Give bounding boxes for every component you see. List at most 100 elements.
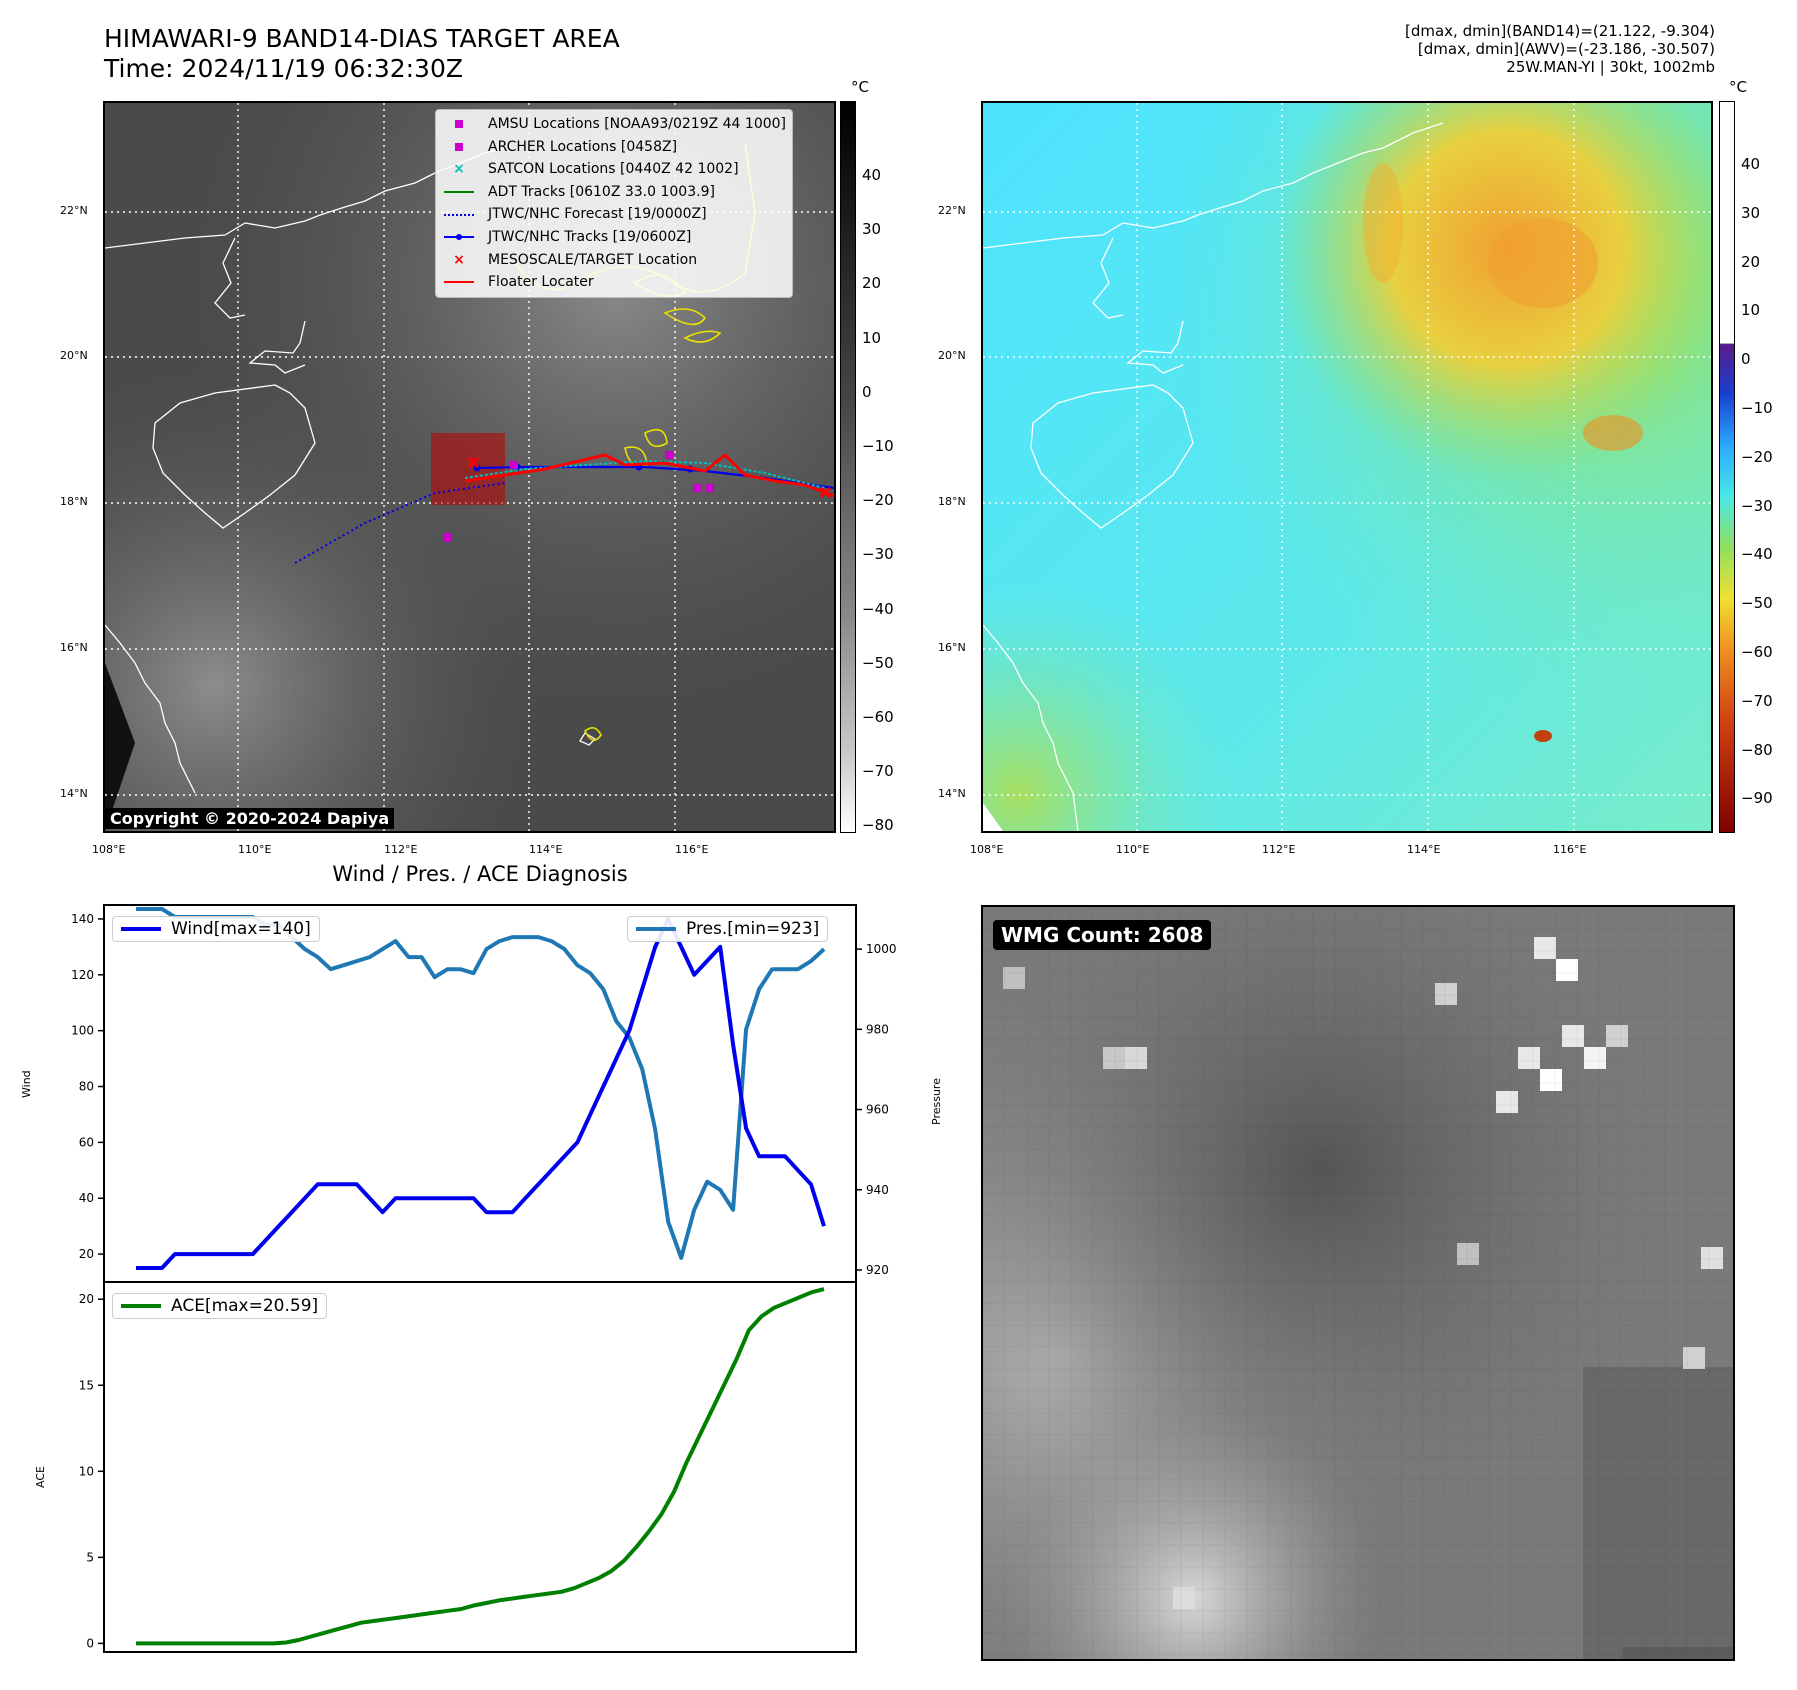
right-colorbar-unit: °C bbox=[1729, 78, 1747, 96]
legend-label: ADT Tracks [0610Z 33.0 1003.9] bbox=[488, 183, 715, 200]
colorbar-tick: −80 bbox=[1741, 740, 1773, 759]
legend-target: × MESOSCALE/TARGET Location bbox=[444, 249, 786, 272]
pressure-tick-label: 960 bbox=[866, 1103, 889, 1117]
wind-tick-label: 140 bbox=[71, 912, 94, 926]
wind-legend-swatch bbox=[121, 927, 161, 931]
wind-tick-label: 40 bbox=[79, 1191, 94, 1205]
colorbar-tick: 30 bbox=[862, 220, 882, 239]
left-lon-label: 110°E bbox=[238, 843, 272, 856]
colorbar-tick: 10 bbox=[862, 328, 882, 347]
wind-series-line bbox=[136, 917, 826, 1270]
colorbar-tick: −60 bbox=[862, 708, 894, 727]
info-line-1: [dmax, dmin](BAND14)=(21.122, -9.304) bbox=[1404, 22, 1715, 40]
left-lon-label: 114°E bbox=[529, 843, 563, 856]
colorbar-tick: 20 bbox=[862, 274, 882, 293]
right-lon-label: 108°E bbox=[970, 843, 1004, 856]
wind-axis-ticks: 20 40 60 80 100 120 140 bbox=[71, 912, 104, 1261]
wv-colorbar bbox=[1719, 101, 1735, 833]
pressure-axis-label: Pressure bbox=[930, 1078, 943, 1125]
ace-frame bbox=[103, 1281, 857, 1653]
left-lat-label: 18°N bbox=[60, 495, 88, 508]
title-line-2: Time: 2024/11/19 06:32:30Z bbox=[104, 54, 463, 83]
right-lon-label: 114°E bbox=[1407, 843, 1441, 856]
pressure-tick-label: 940 bbox=[866, 1183, 889, 1197]
right-lat-label: 14°N bbox=[938, 787, 966, 800]
colorbar-tick: −60 bbox=[1741, 642, 1773, 661]
pressure-legend-label: Pres.[min=923] bbox=[686, 919, 820, 939]
wind-tick-label: 60 bbox=[79, 1135, 94, 1149]
legend-amsu: AMSU Locations [NOAA93/0219Z 44 1000] bbox=[444, 113, 786, 136]
colorbar-tick: −30 bbox=[862, 545, 894, 564]
amsu-marker bbox=[706, 484, 714, 492]
colorbar-tick: −40 bbox=[862, 599, 894, 618]
wv-hot-spot bbox=[1534, 730, 1552, 742]
legend-floater: Floater Locater bbox=[444, 271, 786, 294]
pressure-tick-label: 920 bbox=[866, 1263, 889, 1277]
ace-series-line bbox=[136, 1287, 825, 1646]
colorbar-tick: −90 bbox=[1741, 789, 1773, 808]
ace-legend-swatch bbox=[121, 1304, 161, 1308]
colorbar-tick: −20 bbox=[862, 491, 894, 510]
legend-archer: ARCHER Locations [0458Z] bbox=[444, 136, 786, 159]
colorbar-tick: −30 bbox=[1741, 496, 1773, 515]
legend-label: JTWC/NHC Forecast [19/0000Z] bbox=[488, 206, 707, 223]
forecast-track bbox=[294, 482, 506, 564]
left-colorbar-unit: °C bbox=[851, 78, 869, 96]
right-lon-label: 116°E bbox=[1553, 843, 1587, 856]
wv-colorbar-ticks: 40 30 20 10 0 −10 −20 −30 −40 −50 −60 −7… bbox=[1741, 140, 1773, 823]
wind-legend-label: Wind[max=140] bbox=[171, 919, 311, 939]
wv-coastlines bbox=[983, 122, 1444, 831]
amsu-marker bbox=[693, 484, 701, 492]
colorbar-tick: −50 bbox=[862, 653, 894, 672]
colorbar-tick: −40 bbox=[1741, 545, 1773, 564]
image-edge-dark bbox=[105, 663, 135, 831]
wmg-panel: WMG Count: 2608 bbox=[981, 905, 1735, 1661]
pressure-tick-label: 1000 bbox=[866, 942, 897, 956]
left-lat-label: 22°N bbox=[60, 204, 88, 217]
diagnosis-charts: 20 40 60 80 100 120 140 920 940 960 980 1000 0 5 10 1… bbox=[71, 904, 897, 1653]
right-lat-label: 16°N bbox=[938, 641, 966, 654]
ace-axis-label: ACE bbox=[34, 1466, 47, 1488]
right-lon-label: 110°E bbox=[1116, 843, 1150, 856]
left-lon-label: 108°E bbox=[92, 843, 126, 856]
wv-dry-region bbox=[1583, 415, 1643, 451]
legend-label: ARCHER Locations [0458Z] bbox=[488, 138, 678, 155]
amsu-marker bbox=[443, 533, 452, 542]
legend-label: AMSU Locations [NOAA93/0219Z 44 1000] bbox=[488, 116, 787, 132]
figure-title: HIMAWARI-9 BAND14-DIAS TARGET AREA Time:… bbox=[104, 24, 620, 84]
wind-axis-label: Wind bbox=[20, 1070, 33, 1098]
colorbar-tick: −10 bbox=[1741, 398, 1773, 417]
colorbar-tick: 20 bbox=[1741, 252, 1761, 271]
storm-info: [dmax, dmin](BAND14)=(21.122, -9.304) [d… bbox=[1405, 22, 1715, 76]
wv-map-panel bbox=[981, 101, 1713, 833]
legend-label: JTWC/NHC Tracks [19/0600Z] bbox=[488, 228, 692, 245]
ace-tick-label: 10 bbox=[79, 1464, 94, 1478]
legend-label: MESOSCALE/TARGET Location bbox=[488, 251, 698, 268]
left-lat-label: 14°N bbox=[60, 787, 88, 800]
ace-tick-label: 5 bbox=[86, 1550, 94, 1564]
right-lat-label: 18°N bbox=[938, 495, 966, 508]
colorbar-tick: 0 bbox=[1741, 350, 1751, 369]
wv-dry-region bbox=[1488, 218, 1598, 308]
wv-map-grid bbox=[983, 103, 1711, 831]
ace-legend-label: ACE[max=20.59] bbox=[171, 1296, 319, 1316]
colorbar-tick: −20 bbox=[1741, 447, 1773, 466]
wv-dry-region bbox=[1363, 163, 1403, 283]
ir-map-panel: AMSU Locations [NOAA93/0219Z 44 1000] AR… bbox=[103, 101, 836, 833]
pressure-legend-swatch bbox=[636, 927, 676, 931]
title-line-1: HIMAWARI-9 BAND14-DIAS TARGET AREA bbox=[104, 24, 620, 53]
wv-blank-corner bbox=[983, 803, 1003, 831]
wind-legend: Wind[max=140] bbox=[112, 916, 320, 942]
left-lon-label: 112°E bbox=[384, 843, 418, 856]
info-line-2: [dmax, dmin](AWV)=(-23.186, -30.507) bbox=[1417, 40, 1715, 58]
target-area-box bbox=[431, 433, 505, 505]
left-lat-label: 16°N bbox=[60, 641, 88, 654]
colorbar-tick: −70 bbox=[862, 762, 894, 781]
wind-tick-label: 20 bbox=[79, 1247, 94, 1261]
pressure-axis-ticks: 920 940 960 980 1000 bbox=[856, 942, 897, 1277]
pressure-tick-label: 980 bbox=[866, 1022, 889, 1036]
copyright-label: Copyright © 2020-2024 Dapiya bbox=[105, 808, 395, 829]
floater-locater-track bbox=[464, 452, 834, 498]
colorbar-tick: 40 bbox=[1741, 155, 1761, 173]
colorbar-tick: 30 bbox=[1741, 203, 1761, 222]
